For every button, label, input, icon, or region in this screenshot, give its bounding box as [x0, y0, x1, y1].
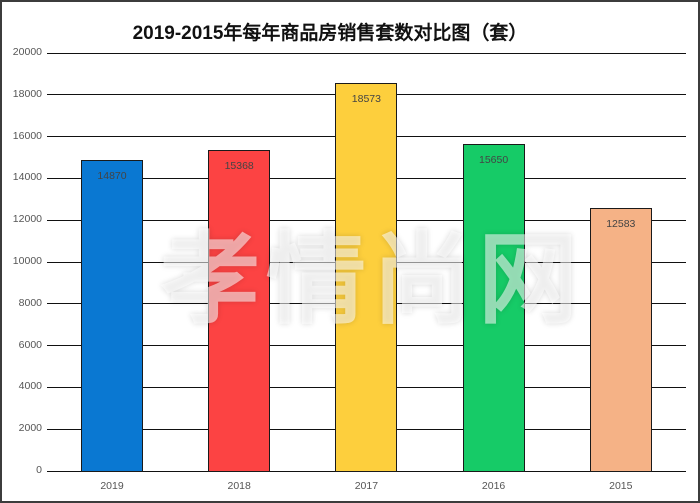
- y-tick-label: 0: [36, 464, 42, 476]
- y-tick-label: 4000: [18, 380, 42, 393]
- bar-2017: 18573: [335, 82, 398, 472]
- y-tick-label: 6000: [18, 338, 42, 351]
- y-tick-label: 12000: [12, 213, 42, 226]
- x-tick-label: 2017: [354, 480, 379, 492]
- chart-title: 2019-2015年每年商品房销售套数对比图（套）: [132, 23, 528, 44]
- data-label: 18573: [351, 92, 381, 105]
- bar-2018: 15368: [208, 149, 271, 472]
- y-tick-label: 18000: [12, 87, 42, 100]
- bar-2016: 15650: [462, 143, 525, 472]
- x-tick-label: 2015: [609, 480, 633, 492]
- data-label: 12583: [606, 218, 636, 230]
- data-label: 15368: [224, 159, 254, 172]
- x-tick-label: 2016: [481, 480, 506, 492]
- bar-2019: 14870: [81, 160, 143, 472]
- x-tick-label: 2018: [227, 480, 251, 492]
- y-tick-label: 20000: [12, 46, 42, 58]
- y-tick-label: 14000: [12, 171, 42, 184]
- data-label: 15650: [478, 153, 509, 166]
- x-tick-label: 2019: [100, 480, 124, 492]
- y-tick-label: 2000: [18, 422, 42, 435]
- y-tick-label: 8000: [18, 296, 42, 309]
- data-label: 14870: [97, 170, 127, 183]
- y-tick-label: 16000: [12, 129, 42, 142]
- bar-2015: 12583: [589, 208, 652, 472]
- gridline: [47, 52, 686, 54]
- y-tick-label: 10000: [12, 255, 42, 267]
